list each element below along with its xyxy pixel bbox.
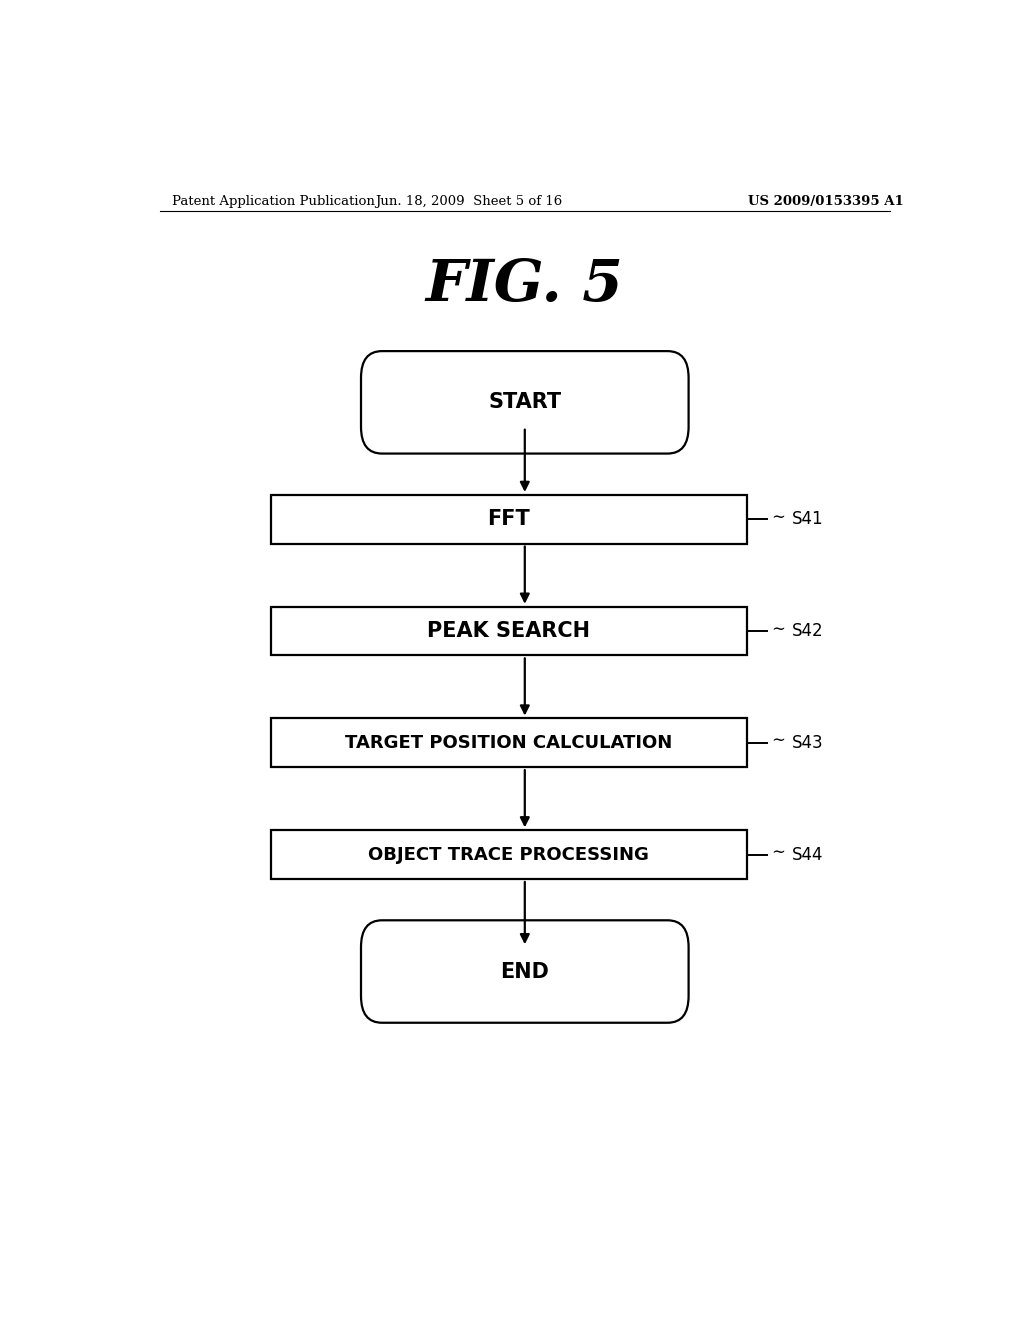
- Text: OBJECT TRACE PROCESSING: OBJECT TRACE PROCESSING: [369, 846, 649, 863]
- Text: Patent Application Publication: Patent Application Publication: [172, 194, 375, 207]
- Text: FFT: FFT: [487, 510, 530, 529]
- Bar: [270, 607, 748, 656]
- FancyBboxPatch shape: [361, 920, 688, 1023]
- Bar: [270, 718, 748, 767]
- Text: US 2009/0153395 A1: US 2009/0153395 A1: [749, 194, 904, 207]
- Text: ∼: ∼: [771, 733, 784, 750]
- Text: ∼: ∼: [771, 843, 784, 861]
- Text: START: START: [488, 392, 561, 412]
- Text: ∼: ∼: [771, 620, 784, 638]
- Text: Jun. 18, 2009  Sheet 5 of 16: Jun. 18, 2009 Sheet 5 of 16: [376, 194, 563, 207]
- Text: S42: S42: [793, 622, 824, 640]
- Text: END: END: [501, 961, 549, 982]
- Bar: [270, 830, 748, 879]
- Bar: [270, 495, 748, 544]
- Text: S43: S43: [793, 734, 824, 752]
- Text: TARGET POSITION CALCULATION: TARGET POSITION CALCULATION: [345, 734, 673, 752]
- Text: ∼: ∼: [771, 508, 784, 525]
- Text: S41: S41: [793, 511, 824, 528]
- FancyBboxPatch shape: [361, 351, 688, 454]
- Text: S44: S44: [793, 846, 823, 863]
- Text: FIG. 5: FIG. 5: [426, 257, 624, 314]
- Text: PEAK SEARCH: PEAK SEARCH: [427, 620, 591, 642]
